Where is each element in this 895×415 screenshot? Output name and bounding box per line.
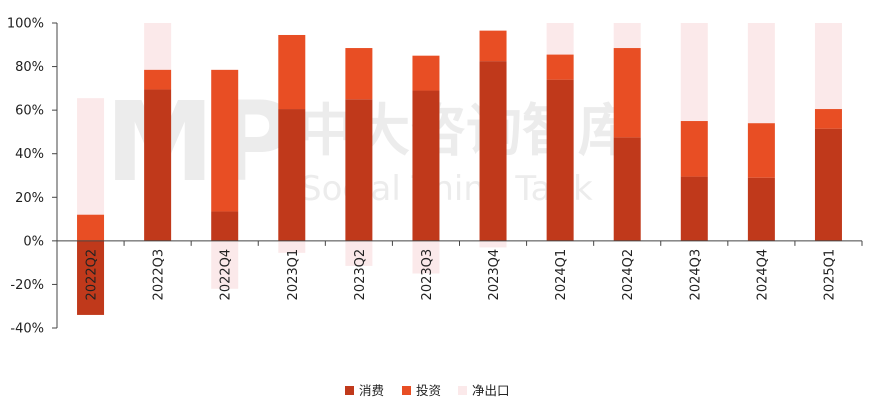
bar-消费-2025Q1 [814,128,842,241]
bar-投资-2024Q3 [680,121,708,177]
legend-swatch [402,386,411,395]
y-tick-label: 40% [15,147,44,162]
bar-消费-2024Q3 [680,176,708,241]
y-tick-label: 60% [15,104,44,119]
bar-投资-2023Q1 [278,34,306,110]
x-tick-label: 2023Q4 [487,249,502,301]
x-tick-label: 2024Q4 [755,249,770,301]
bar-净出口-2024Q4 [747,23,775,124]
bar-投资-2022Q2 [77,214,105,241]
bar-消费-2022Q2 [77,240,105,315]
bar-净出口-2024Q2 [613,23,641,49]
bar-消费-2022Q4 [211,211,239,241]
y-tick-label: 100% [7,17,44,32]
category-labels: 2022Q2 2022Q3 2022Q4 2023Q1 2023Q2 2023Q3 2023… [85,249,838,301]
legend-swatch [458,386,467,395]
bar-消费-2024Q1 [546,79,574,241]
x-tick-label: 2024Q1 [554,249,569,301]
bar-消费-2023Q3 [412,90,440,241]
y-tick-label: -20% [10,278,44,293]
bars-layer [77,23,842,315]
y-tick-label: 80% [15,60,44,75]
y-tick-label: 20% [15,191,44,206]
bar-消费-2024Q4 [747,177,775,241]
bar-投资-2023Q4 [479,30,507,62]
bar-净出口-2023Q4 [479,240,507,248]
bar-净出口-2023Q3 [412,240,440,274]
bar-消费-2023Q2 [345,99,373,241]
legend-swatch [345,386,354,395]
watermark-logo: MP [105,78,295,206]
x-tick-label: 2023Q3 [420,249,435,301]
bar-消费-2022Q3 [144,89,172,241]
bar-消费-2024Q2 [613,137,641,241]
x-tick-label: 2025Q1 [822,249,837,301]
bar-净出口-2022Q3 [144,23,172,70]
bar-净出口-2025Q1 [814,23,842,110]
bar-净出口-2023Q2 [345,240,373,266]
bar-净出口-2022Q2 [77,98,105,215]
legend-label: 消费 [359,383,384,398]
bar-投资-2024Q1 [546,54,574,80]
y-tick-label: -40% [10,322,44,337]
bar-消费-2023Q4 [479,61,507,241]
legend-label: 投资 [416,383,441,398]
x-tick-label: 2024Q3 [688,249,703,301]
x-tick-label: 2022Q3 [152,249,167,301]
bar-净出口-2022Q4 [211,240,239,289]
axis-layer: 100% 80% 60% 40% 20% 0% -20% -40% [7,17,863,337]
bar-净出口-2023Q1 [278,240,306,253]
bar-净出口-2024Q3 [680,23,708,122]
y-tick-label: 0% [23,234,44,249]
legend: 消费 投资 净出口 [345,383,510,398]
x-tick-label: 2022Q2 [85,249,100,301]
bar-投资-2023Q3 [412,55,440,91]
bar-投资-2022Q3 [144,69,172,90]
bar-投资-2024Q2 [613,48,641,138]
x-tick-label: 2022Q4 [219,249,234,301]
bar-投资-2024Q4 [747,123,775,178]
x-tick-label: 2024Q2 [621,249,636,301]
bar-投资-2025Q1 [814,109,842,129]
x-tick-label: 2023Q2 [353,249,368,301]
bar-投资-2023Q2 [345,48,373,100]
bar-投资-2022Q4 [211,69,239,212]
bar-消费-2023Q1 [278,109,306,241]
bar-净出口-2024Q1 [546,23,574,55]
x-tick-label: 2023Q1 [286,249,301,301]
legend-label: 净出口 [472,383,510,398]
